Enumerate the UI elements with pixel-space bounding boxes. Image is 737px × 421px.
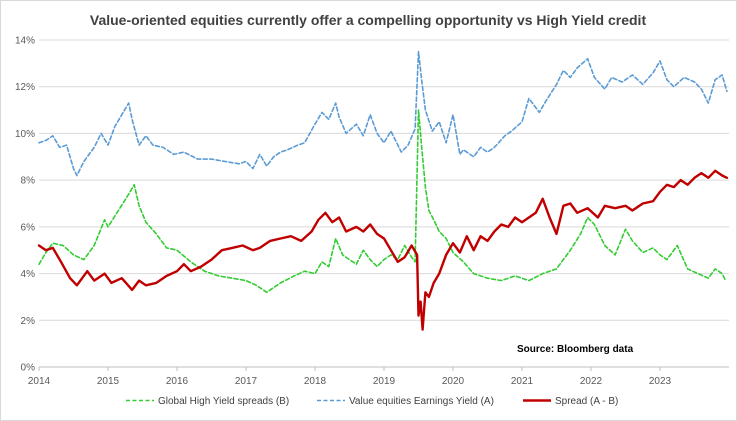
x-tick-label: 2014: [28, 376, 51, 387]
x-tick-label: 2017: [235, 376, 258, 387]
series-layer: [37, 50, 729, 331]
legend-label: Value equities Earnings Yield (A): [349, 396, 494, 407]
chart-title: Value-oriented equities currently offer …: [90, 12, 647, 28]
legend-item-high-yield[interactable]: Global High Yield spreads (B): [126, 396, 289, 407]
high-yield-spreads-line: [38, 109, 727, 294]
y-tick-label: 14%: [15, 36, 35, 47]
legend-item-earnings-yield[interactable]: Value equities Earnings Yield (A): [317, 396, 494, 407]
y-tick-label: 8%: [21, 176, 36, 187]
y-tick-label: 12%: [15, 82, 35, 93]
axis-layer: 0% 2% 4% 6% 8% 10% 12% 14% 2014 2015 2016 2017 2018 2…: [15, 36, 672, 388]
y-tick-label: 10%: [15, 129, 35, 140]
y-tick-label: 0%: [21, 363, 36, 374]
x-tick-label: 2019: [373, 376, 396, 387]
spread-line: [37, 169, 729, 331]
legend-label: Global High Yield spreads (B): [158, 396, 289, 407]
x-tick-label: 2018: [304, 376, 327, 387]
legend-label: Spread (A - B): [555, 396, 618, 407]
x-tick-label: 2022: [580, 376, 603, 387]
legend-item-spread[interactable]: Spread (A - B): [523, 396, 618, 407]
y-tick-label: 6%: [21, 222, 36, 233]
x-tick-label: 2015: [97, 376, 120, 387]
x-tick-label: 2020: [442, 376, 465, 387]
source-annotation: Source: Bloomberg data: [517, 344, 634, 355]
legend[interactable]: Global High Yield spreads (B) Value equit…: [126, 396, 618, 407]
y-tick-label: 2%: [21, 316, 36, 327]
y-tick-label: 4%: [21, 269, 36, 280]
earnings-yield-line: [38, 50, 728, 177]
x-tick-label: 2021: [511, 376, 534, 387]
x-tick-label: 2016: [166, 376, 189, 387]
x-tick-label: 2023: [649, 376, 672, 387]
grid-layer: [39, 39, 729, 368]
